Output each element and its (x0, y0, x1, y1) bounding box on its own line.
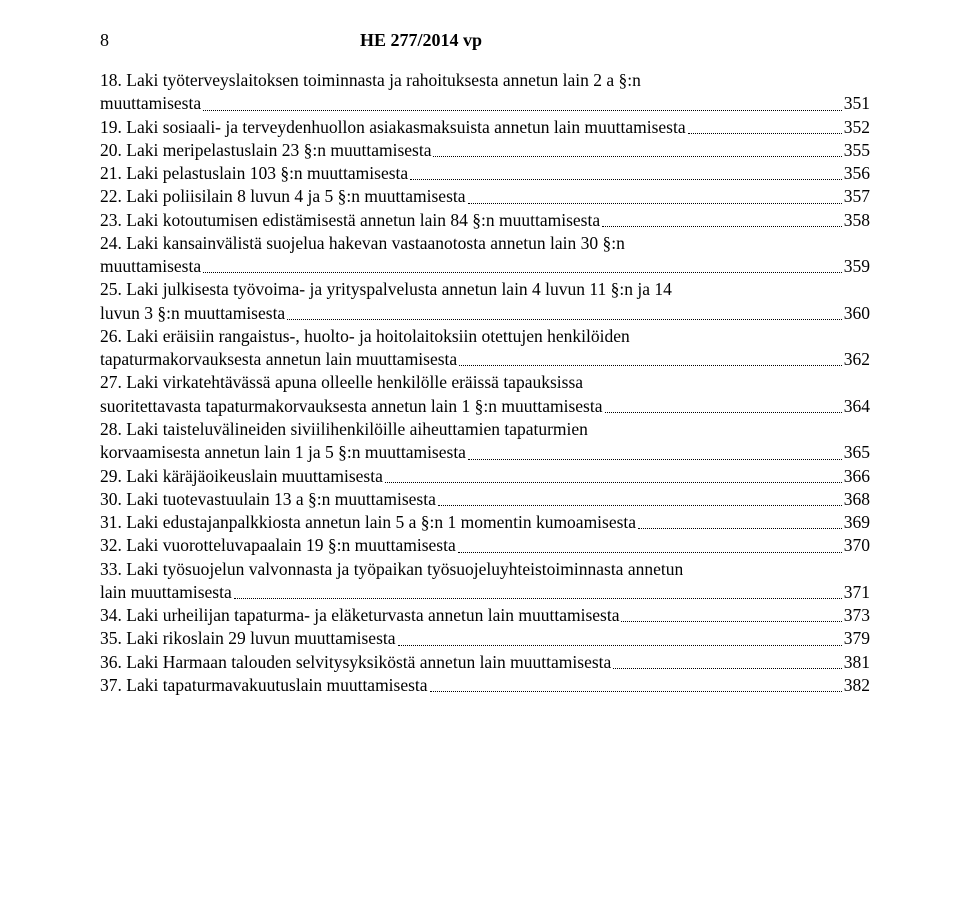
toc-page-number: 382 (844, 674, 870, 697)
toc-entry: 37. Laki tapaturmavakuutuslain muuttamis… (100, 674, 870, 697)
toc-page-number: 352 (844, 116, 870, 139)
toc-entry: 34. Laki urheilijan tapaturma- ja eläket… (100, 604, 870, 627)
toc-leader-dots (410, 164, 842, 181)
toc-page-number: 362 (844, 348, 870, 371)
toc-page-number: 365 (844, 441, 870, 464)
toc-entry: suoritettavasta tapaturmakorvauksesta an… (100, 395, 870, 418)
toc-page-number: 370 (844, 534, 870, 557)
toc-entry: 21. Laki pelastuslain 103 §:n muuttamise… (100, 162, 870, 185)
toc-leader-dots (438, 489, 842, 506)
toc-entry: luvun 3 §:n muuttamisesta 360 (100, 302, 870, 325)
toc-leader-dots (234, 582, 842, 599)
toc-entry-text: 27. Laki virkatehtävässä apuna olleelle … (100, 371, 870, 394)
toc-leader-dots (203, 257, 842, 274)
toc-leader-dots (621, 606, 841, 623)
document-title: HE 277/2014 vp (360, 30, 482, 51)
toc-entry-text: 22. Laki poliisilain 8 luvun 4 ja 5 §:n … (100, 185, 466, 208)
toc-page-number: 368 (844, 488, 870, 511)
toc-page-number: 366 (844, 465, 870, 488)
toc-leader-dots (468, 187, 842, 204)
toc-entry-text: 25. Laki julkisesta työvoima- ja yritysp… (100, 278, 870, 301)
toc-entry-text: 35. Laki rikoslain 29 luvun muuttamisest… (100, 627, 396, 650)
toc-page-number: 369 (844, 511, 870, 534)
toc-entry-text: 19. Laki sosiaali- ja terveydenhuollon a… (100, 116, 686, 139)
toc-leader-dots (688, 117, 842, 134)
toc-page-number: 351 (844, 92, 870, 115)
toc-leader-dots (458, 536, 842, 553)
toc-leader-dots (385, 466, 842, 483)
toc-entry: muuttamisesta 359 (100, 255, 870, 278)
toc-page-number: 379 (844, 627, 870, 650)
toc-entry: 35. Laki rikoslain 29 luvun muuttamisest… (100, 627, 870, 650)
toc-entry-text: 29. Laki käräjäoikeuslain muuttamisesta (100, 465, 383, 488)
toc-entry-text: 23. Laki kotoutumisen edistämisestä anne… (100, 209, 600, 232)
toc-entry: lain muuttamisesta 371 (100, 581, 870, 604)
toc-leader-dots (605, 396, 842, 413)
toc-page-number: 355 (844, 139, 870, 162)
toc-entry-text: 20. Laki meripelastuslain 23 §:n muuttam… (100, 139, 431, 162)
toc-page-number: 373 (844, 604, 870, 627)
toc-entry: 20. Laki meripelastuslain 23 §:n muuttam… (100, 139, 870, 162)
toc-entry: 29. Laki käräjäoikeuslain muuttamisesta 3… (100, 465, 870, 488)
toc-entry-text: tapaturmakorvauksesta annetun lain muutt… (100, 348, 457, 371)
toc-entry-text: 28. Laki taisteluvälineiden siviilihenki… (100, 418, 870, 441)
toc-entry-text: 37. Laki tapaturmavakuutuslain muuttamis… (100, 674, 428, 697)
toc-leader-dots (613, 652, 841, 669)
toc-entry: muuttamisesta 351 (100, 92, 870, 115)
toc-entry: 32. Laki vuorotteluvapaalain 19 §:n muut… (100, 534, 870, 557)
toc-leader-dots (398, 629, 842, 646)
toc-leader-dots (602, 210, 842, 227)
toc-page-number: 359 (844, 255, 870, 278)
toc-page-number: 371 (844, 581, 870, 604)
toc-entry-text: muuttamisesta (100, 255, 201, 278)
toc-entry-text: 26. Laki eräisiin rangaistus-, huolto- j… (100, 325, 870, 348)
toc-entry-text: 33. Laki työsuojelun valvonnasta ja työp… (100, 558, 870, 581)
toc-entry-text: 31. Laki edustajanpalkkiosta annetun lai… (100, 511, 636, 534)
toc-entry-text: 34. Laki urheilijan tapaturma- ja eläket… (100, 604, 619, 627)
toc-entry-text: 36. Laki Harmaan talouden selvitysyksikö… (100, 651, 611, 674)
toc-page-number: 364 (844, 395, 870, 418)
toc-entry-text: 21. Laki pelastuslain 103 §:n muuttamise… (100, 162, 408, 185)
page-number: 8 (100, 30, 130, 51)
toc-page-number: 358 (844, 209, 870, 232)
toc-page-number: 356 (844, 162, 870, 185)
table-of-contents: 18. Laki työterveyslaitoksen toiminnasta… (100, 69, 870, 697)
toc-entry-text: 24. Laki kansainvälistä suojelua hakevan… (100, 232, 870, 255)
toc-page-number: 381 (844, 651, 870, 674)
toc-entry: korvaamisesta annetun lain 1 ja 5 §:n mu… (100, 441, 870, 464)
toc-entry: 22. Laki poliisilain 8 luvun 4 ja 5 §:n … (100, 185, 870, 208)
toc-entry-text: luvun 3 §:n muuttamisesta (100, 302, 285, 325)
toc-page-number: 357 (844, 185, 870, 208)
toc-entry: tapaturmakorvauksesta annetun lain muutt… (100, 348, 870, 371)
toc-entry: 19. Laki sosiaali- ja terveydenhuollon a… (100, 116, 870, 139)
toc-leader-dots (433, 140, 841, 157)
toc-entry-text: muuttamisesta (100, 92, 201, 115)
toc-entry-text: lain muuttamisesta (100, 581, 232, 604)
toc-leader-dots (203, 94, 842, 111)
toc-entry-text: 18. Laki työterveyslaitoksen toiminnasta… (100, 69, 870, 92)
toc-entry: 36. Laki Harmaan talouden selvitysyksikö… (100, 651, 870, 674)
page-header: 8 HE 277/2014 vp (100, 30, 870, 51)
toc-page-number: 360 (844, 302, 870, 325)
page-container: 8 HE 277/2014 vp 18. Laki työterveyslait… (0, 0, 960, 898)
toc-leader-dots (430, 675, 842, 692)
toc-leader-dots (638, 513, 842, 530)
toc-entry: 31. Laki edustajanpalkkiosta annetun lai… (100, 511, 870, 534)
toc-entry-text: korvaamisesta annetun lain 1 ja 5 §:n mu… (100, 441, 466, 464)
toc-entry-text: 32. Laki vuorotteluvapaalain 19 §:n muut… (100, 534, 456, 557)
toc-leader-dots (468, 443, 842, 460)
toc-entry-text: suoritettavasta tapaturmakorvauksesta an… (100, 395, 603, 418)
toc-entry: 30. Laki tuotevastuulain 13 a §:n muutta… (100, 488, 870, 511)
toc-leader-dots (459, 350, 842, 367)
toc-entry-text: 30. Laki tuotevastuulain 13 a §:n muutta… (100, 488, 436, 511)
toc-entry: 23. Laki kotoutumisen edistämisestä anne… (100, 209, 870, 232)
toc-leader-dots (287, 303, 842, 320)
